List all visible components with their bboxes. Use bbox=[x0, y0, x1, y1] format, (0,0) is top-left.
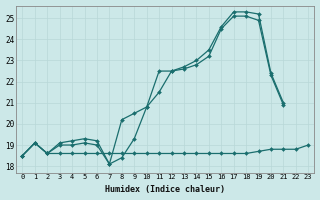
X-axis label: Humidex (Indice chaleur): Humidex (Indice chaleur) bbox=[105, 185, 225, 194]
